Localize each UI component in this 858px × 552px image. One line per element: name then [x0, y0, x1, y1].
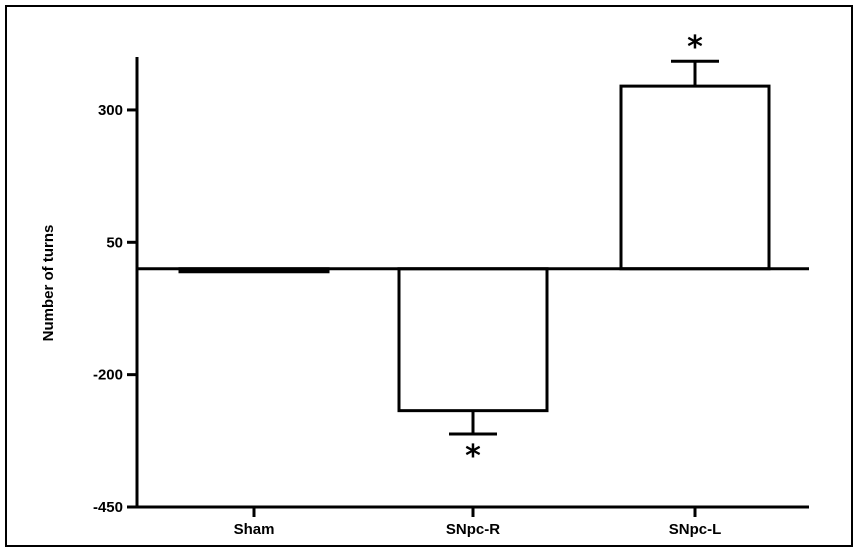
x-tick-label: Sham [234, 521, 275, 538]
figure-frame: Number of turns -450 -200 50 300 Sham SNpc-R S… [5, 5, 853, 547]
y-tick-label: 50 [106, 234, 123, 251]
y-axis-title: Number of turns [40, 225, 57, 342]
significance-star: * [687, 30, 703, 65]
y-tick-label: -450 [93, 499, 123, 516]
y-tick-label: -200 [93, 367, 123, 384]
bar-snpc-r [397, 267, 549, 413]
x-tick-label: SNpc-L [669, 521, 722, 538]
x-tick-label: SNpc-R [446, 521, 500, 538]
bar-chart: Number of turns -450 -200 50 300 Sham SNpc-R S… [40, 30, 809, 538]
bar-snpc-l [619, 84, 771, 271]
plot-area: -450 -200 50 300 Sham SNpc-R SNpc-L * * [93, 30, 809, 538]
significance-star: * [465, 439, 481, 474]
y-tick-label: 300 [98, 102, 123, 119]
